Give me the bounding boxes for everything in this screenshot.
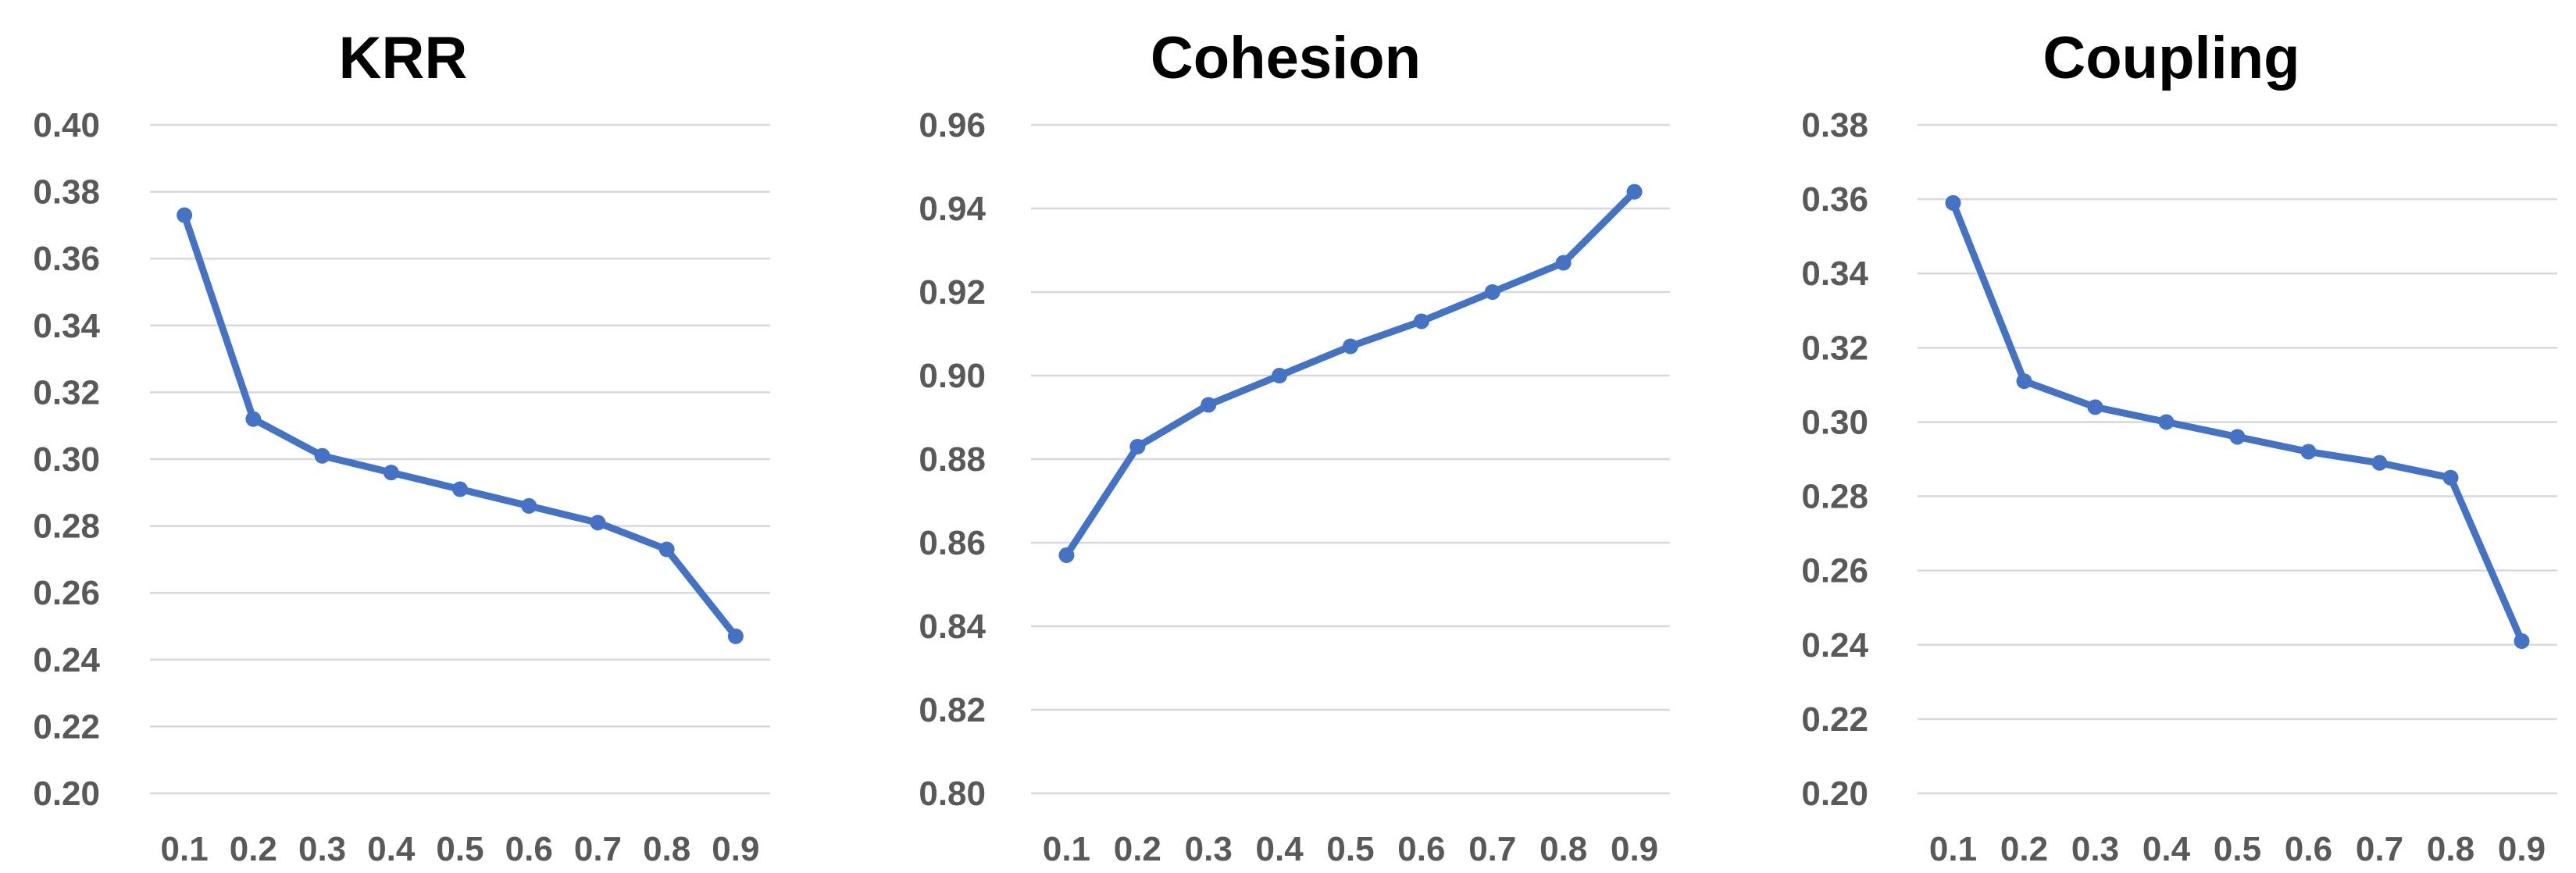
coupling-data-point bbox=[2514, 633, 2530, 650]
krr-y-tick-label: 0.26 bbox=[33, 574, 100, 612]
cohesion-x-tick-label: 0.4 bbox=[1256, 830, 1304, 868]
krr-data-point bbox=[177, 207, 193, 223]
krr-data-point bbox=[383, 465, 399, 481]
krr-y-tick-label: 0.38 bbox=[33, 173, 100, 212]
krr-data-point bbox=[727, 628, 744, 644]
cohesion-x-tick-label: 0.9 bbox=[1611, 830, 1658, 868]
cohesion-chart: Cohesion 0.80 0.82 0.84 0.86 0.88 0.90 0.92 0.94… bbox=[919, 25, 1670, 868]
cohesion-data-point bbox=[1555, 255, 1572, 271]
krr-x-tick-label: 0.7 bbox=[574, 830, 622, 868]
krr-y-tick-label: 0.24 bbox=[33, 641, 100, 679]
coupling-y-tick-label: 0.28 bbox=[1801, 478, 1868, 516]
cohesion-y-tick-label: 0.96 bbox=[919, 106, 986, 144]
coupling-y-tick-label: 0.24 bbox=[1801, 626, 1868, 665]
cohesion-data-point bbox=[1058, 547, 1075, 564]
krr-chart: KRR 0.20 0.22 0.24 0.26 0.28 0.30 0.32 0.34 0.36 0… bbox=[33, 25, 770, 868]
krr-x-tick-label: 0.9 bbox=[712, 830, 759, 868]
krr-y-tick-label: 0.36 bbox=[33, 240, 100, 278]
krr-x-tick-label: 0.8 bbox=[643, 830, 690, 868]
krr-x-tick-label: 0.2 bbox=[230, 830, 277, 868]
cohesion-data-point bbox=[1484, 284, 1500, 300]
coupling-y-tick-label: 0.32 bbox=[1801, 329, 1868, 367]
coupling-x-tick-label: 0.1 bbox=[1929, 830, 1977, 868]
cohesion-data-point bbox=[1272, 368, 1288, 383]
coupling-x-tick-label: 0.7 bbox=[2356, 830, 2403, 868]
coupling-x-tick-label: 0.4 bbox=[2143, 830, 2191, 868]
cohesion-title: Cohesion bbox=[1151, 25, 1421, 91]
cohesion-x-tick-label: 0.3 bbox=[1185, 830, 1233, 868]
cohesion-y-tick-label: 0.92 bbox=[919, 273, 986, 312]
cohesion-y-tick-label: 0.82 bbox=[919, 691, 986, 729]
krr-y-tick-label: 0.20 bbox=[33, 775, 100, 813]
cohesion-y-tick-label: 0.80 bbox=[919, 775, 986, 813]
cohesion-x-tick-label: 0.6 bbox=[1397, 830, 1445, 868]
cohesion-x-tick-label: 0.2 bbox=[1114, 830, 1161, 868]
krr-x-tick-label: 0.3 bbox=[298, 830, 346, 868]
coupling-y-tick-label: 0.34 bbox=[1801, 255, 1868, 293]
krr-data-point bbox=[452, 481, 468, 497]
coupling-title: Coupling bbox=[2043, 25, 2299, 91]
krr-x-tick-label: 0.5 bbox=[436, 830, 483, 868]
coupling-y-tick-label: 0.30 bbox=[1801, 403, 1868, 441]
krr-y-tick-label: 0.32 bbox=[33, 373, 100, 412]
krr-y-tick-label: 0.22 bbox=[33, 707, 100, 746]
cohesion-x-tick-label: 0.8 bbox=[1540, 830, 1587, 868]
krr-y-tick-label: 0.34 bbox=[33, 307, 100, 345]
coupling-data-point bbox=[2016, 373, 2032, 390]
coupling-x-tick-label: 0.9 bbox=[2498, 830, 2546, 868]
cohesion-data-point bbox=[1626, 184, 1643, 200]
krr-y-tick-label: 0.28 bbox=[33, 508, 100, 546]
krr-y-tick-label: 0.40 bbox=[33, 106, 100, 144]
cohesion-data-point bbox=[1413, 313, 1429, 330]
coupling-chart: Coupling 0.20 0.22 0.24 0.26 0.28 0.30 0.32 0.34… bbox=[1801, 25, 2557, 868]
krr-data-point bbox=[245, 411, 262, 427]
coupling-data-point bbox=[2229, 429, 2246, 445]
cohesion-y-tick-label: 0.84 bbox=[919, 608, 986, 646]
coupling-y-tick-label: 0.20 bbox=[1801, 775, 1868, 813]
coupling-x-tick-label: 0.5 bbox=[2214, 830, 2261, 868]
cohesion-series-line bbox=[1062, 188, 1639, 559]
krr-data-point bbox=[658, 541, 675, 558]
coupling-y-tick-label: 0.36 bbox=[1801, 180, 1868, 219]
coupling-data-point bbox=[1945, 194, 1961, 211]
cohesion-y-tick-label: 0.88 bbox=[919, 440, 986, 479]
krr-x-tick-label: 0.1 bbox=[161, 830, 209, 868]
cohesion-data-point bbox=[1201, 397, 1217, 413]
coupling-x-tick-label: 0.3 bbox=[2071, 830, 2119, 868]
krr-series-line bbox=[180, 212, 740, 640]
coupling-y-tick-label: 0.38 bbox=[1801, 106, 1868, 144]
cohesion-x-tick-label: 0.7 bbox=[1468, 830, 1516, 868]
cohesion-x-tick-label: 0.1 bbox=[1043, 830, 1090, 868]
coupling-data-point bbox=[2371, 454, 2388, 471]
coupling-x-tick-label: 0.8 bbox=[2427, 830, 2474, 868]
coupling-y-tick-label: 0.26 bbox=[1801, 552, 1868, 590]
coupling-y-tick-label: 0.22 bbox=[1801, 700, 1868, 739]
coupling-data-point bbox=[2300, 444, 2317, 460]
krr-x-tick-label: 0.4 bbox=[367, 830, 416, 868]
coupling-data-point bbox=[2442, 469, 2459, 486]
krr-title: KRR bbox=[339, 25, 468, 91]
coupling-x-tick-label: 0.6 bbox=[2285, 830, 2332, 868]
krr-x-tick-label: 0.6 bbox=[505, 830, 553, 868]
krr-data-point bbox=[590, 515, 606, 531]
cohesion-x-tick-label: 0.5 bbox=[1326, 830, 1374, 868]
cohesion-y-tick-label: 0.90 bbox=[919, 357, 986, 395]
coupling-data-point bbox=[2087, 399, 2103, 415]
coupling-x-tick-label: 0.2 bbox=[2000, 830, 2048, 868]
cohesion-y-tick-label: 0.94 bbox=[919, 190, 986, 228]
krr-data-point bbox=[314, 447, 330, 464]
cohesion-y-tick-label: 0.86 bbox=[919, 524, 986, 562]
cohesion-data-point bbox=[1343, 338, 1358, 355]
coupling-data-point bbox=[2158, 414, 2175, 430]
krr-data-point bbox=[521, 497, 537, 514]
cohesion-data-point bbox=[1129, 438, 1146, 454]
krr-y-tick-label: 0.30 bbox=[33, 440, 100, 479]
